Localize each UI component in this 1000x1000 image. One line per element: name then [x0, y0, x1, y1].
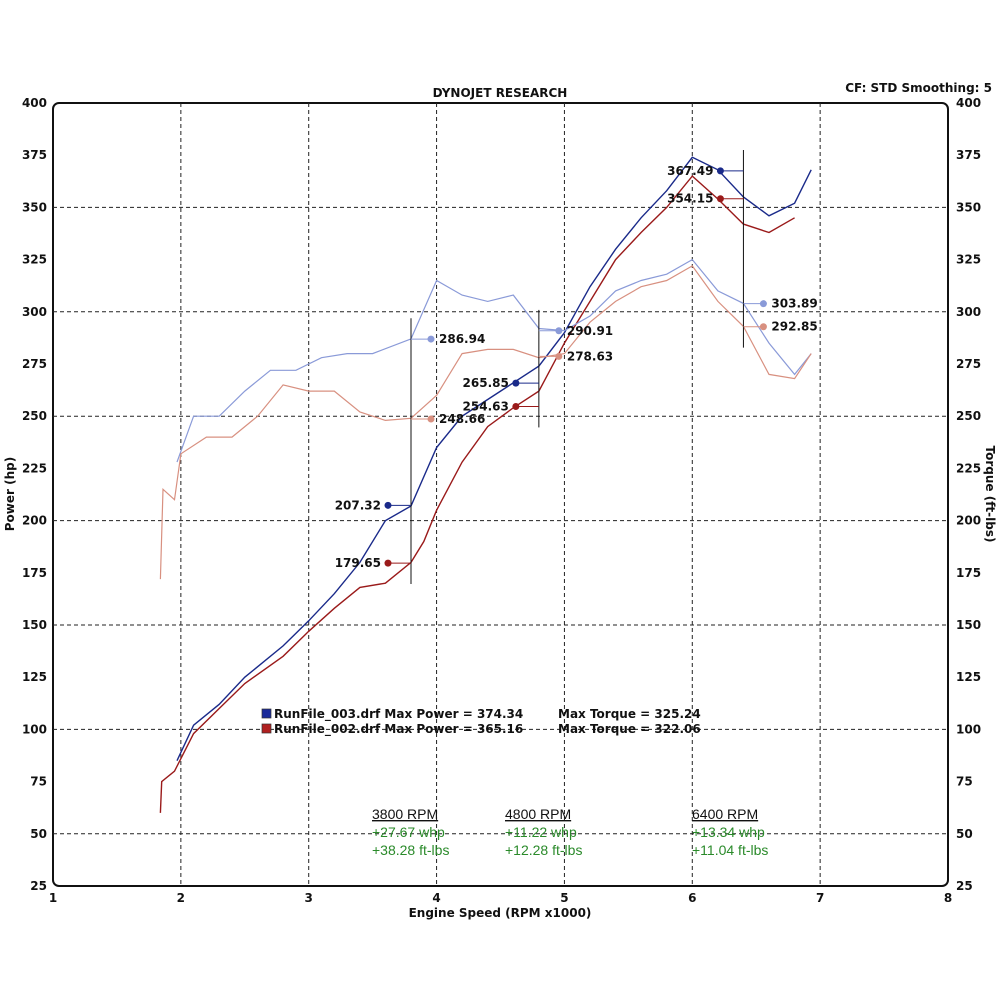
y-tick-label: 125: [22, 670, 47, 684]
marker-dot: [427, 335, 435, 343]
annotation-torque: +11.04 ft-lbs: [692, 842, 768, 858]
y2-tick-label: 325: [956, 253, 981, 267]
marker-dot: [716, 167, 724, 175]
y-tick-label: 350: [22, 200, 47, 214]
marker-label: 286.94: [439, 332, 485, 346]
y-tick-label: 200: [22, 514, 47, 528]
x-tick-label: 2: [177, 891, 185, 905]
x-tick-label: 4: [432, 891, 440, 905]
marker-dot: [427, 415, 435, 423]
plot-frame: [52, 102, 949, 887]
legend-entry: RunFile_002.drf Max Power = 365.16: [274, 722, 523, 737]
legend-entry: RunFile_003.drf Max Power = 374.34: [274, 707, 523, 722]
annotation-torque: +12.28 ft-lbs: [505, 842, 582, 858]
y2-tick-label: 100: [956, 722, 981, 736]
marker-label: 207.32: [335, 498, 381, 512]
chart-subtitle: CF: STD Smoothing: 5: [845, 81, 992, 95]
y-tick-label: 275: [22, 357, 47, 371]
marker-dot: [716, 195, 724, 203]
x-tick-label: 5: [560, 891, 568, 905]
y2-tick-label: 75: [956, 775, 973, 789]
x-tick-label: 7: [816, 891, 824, 905]
y2-tick-label: 200: [956, 514, 981, 528]
y-axis-label: Power (hp): [3, 457, 17, 531]
series-line-tq_003: [176, 258, 812, 463]
y-tick-label: 225: [22, 461, 47, 475]
marker-dot: [555, 327, 563, 335]
y-tick-label: 325: [22, 253, 47, 267]
chart-title: DYNOJET RESEARCH: [433, 86, 568, 100]
marker-label: 254.63: [463, 400, 509, 414]
y-tick-label: 25: [30, 879, 47, 893]
marker-label: 292.85: [771, 320, 817, 334]
annotation-rpm: 4800 RPM: [505, 806, 571, 822]
marker-label: 303.89: [771, 297, 817, 311]
y2-tick-label: 300: [956, 305, 981, 319]
y2-tick-label: 125: [956, 670, 981, 684]
marker-label: 367.49: [667, 164, 713, 178]
y-tick-label: 375: [22, 148, 47, 162]
marker-dot: [512, 403, 520, 411]
y2-tick-label: 275: [956, 357, 981, 371]
y2-tick-label: 350: [956, 200, 981, 214]
marker-label: 248.66: [439, 412, 485, 426]
y-tick-label: 100: [22, 722, 47, 736]
y2-tick-label: 375: [956, 148, 981, 162]
marker-label: 278.63: [567, 349, 613, 363]
marker-dot: [384, 559, 392, 567]
y-tick-label: 175: [22, 566, 47, 580]
marker-label: 265.85: [463, 376, 509, 390]
legend-torque: Max Torque = 322.06: [558, 722, 701, 736]
y2-tick-label: 400: [956, 96, 981, 110]
marker-label: 290.91: [567, 324, 613, 338]
series-line-hp_003: [176, 156, 812, 761]
marker-label: 179.65: [335, 556, 381, 570]
legend-swatch: [261, 723, 272, 734]
y-tick-label: 400: [22, 96, 47, 110]
marker-dot: [384, 501, 392, 509]
annotation-whp: +27.67 whp: [372, 824, 445, 840]
x-tick-label: 3: [305, 891, 313, 905]
series-line-hp_002: [159, 175, 795, 813]
series-line-tq_002: [159, 265, 812, 580]
legend-torque: Max Torque = 325.24: [558, 707, 701, 721]
y2-tick-label: 250: [956, 409, 981, 423]
y-tick-label: 50: [30, 827, 47, 841]
annotation-whp: +13.34 whp: [692, 824, 765, 840]
annotation-whp: +11.22 whp: [505, 824, 577, 840]
y2-tick-label: 150: [956, 618, 981, 632]
x-axis-label: Engine Speed (RPM x1000): [409, 906, 592, 920]
y2-tick-label: 50: [956, 827, 973, 841]
annotation-rpm: 6400 RPM: [692, 806, 758, 822]
y-tick-label: 250: [22, 409, 47, 423]
marker-label: 354.15: [667, 192, 713, 206]
x-tick-label: 8: [944, 891, 952, 905]
x-tick-label: 1: [49, 891, 57, 905]
y2-tick-label: 225: [956, 461, 981, 475]
y2-tick-label: 175: [956, 566, 981, 580]
marker-dot: [512, 379, 520, 387]
y-tick-label: 300: [22, 305, 47, 319]
y2-axis-label: Torque (ft-lbs): [983, 446, 997, 543]
y-tick-label: 75: [30, 775, 47, 789]
marker-dot: [555, 352, 563, 360]
y2-tick-label: 25: [956, 879, 973, 893]
legend-swatch: [261, 708, 272, 719]
annotation-rpm: 3800 RPM: [372, 806, 438, 822]
marker-dot: [759, 323, 767, 331]
marker-dot: [759, 300, 767, 308]
annotation-torque: +38.28 ft-lbs: [372, 842, 449, 858]
y-tick-label: 150: [22, 618, 47, 632]
x-tick-label: 6: [688, 891, 696, 905]
